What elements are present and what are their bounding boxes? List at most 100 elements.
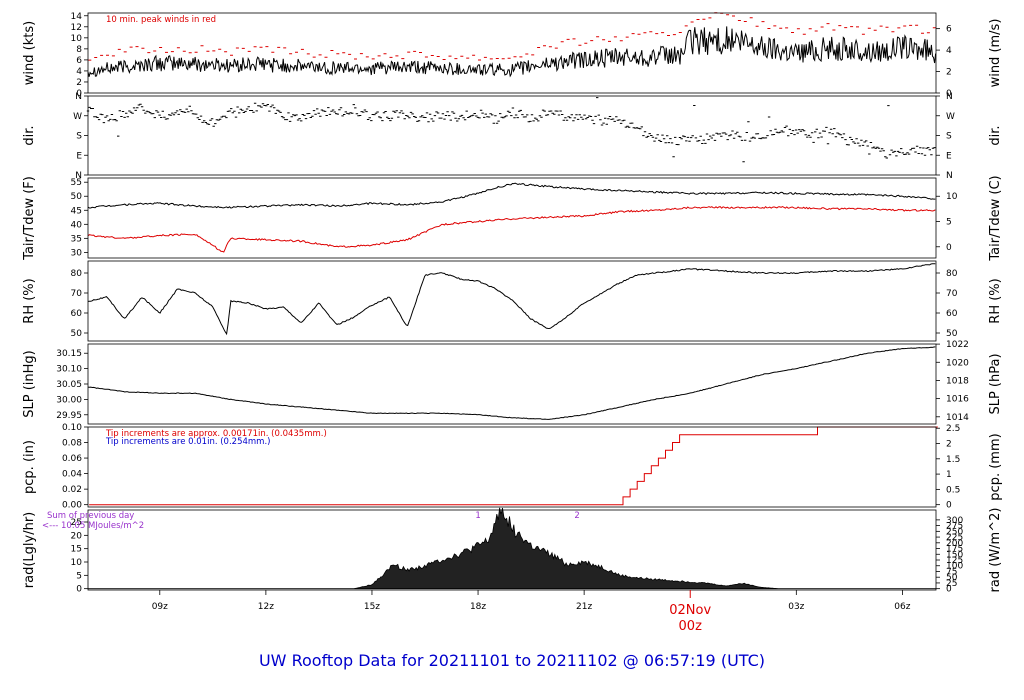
rh-ytick-right-label: 80: [946, 269, 958, 279]
wind-peak-marks: [88, 12, 936, 61]
wind-annotation: 10 min. peak winds in red: [106, 15, 216, 25]
pcp-ytick-right-label: 0: [946, 501, 952, 511]
pcp-ytick-right-label: 2.5: [946, 424, 960, 434]
rh-series-line: [87, 263, 936, 336]
date-marker-hour: 00z: [679, 619, 703, 634]
xtick-label: 12z: [258, 602, 274, 612]
rad-ylabel: rad(Lgly/hr): [22, 512, 37, 588]
panel-rad: 0510152025025507510012515017520022525027…: [22, 508, 1003, 595]
pcp-ytick-label: 0.08: [62, 439, 82, 449]
slp-ytick-right-label: 1014: [946, 413, 969, 423]
rad-ylabel-right: rad (W/m^2): [988, 508, 1003, 593]
dir-ylabel: dir.: [22, 125, 37, 145]
temp-air-line: [87, 182, 936, 209]
temp-ytick-label: 40: [71, 220, 83, 230]
rad-ytick-right-label: 125: [946, 556, 963, 566]
xtick-label: 21z: [576, 602, 592, 612]
panel-temp: 30 35 40 45 50 55 0 5 10 Tair/Tdew (F) Tair/Tdew (…: [22, 175, 1003, 261]
slp-ytick-label: 30.05: [56, 380, 82, 390]
temp-ytick-label: 35: [71, 234, 82, 244]
wind-ytick-label: 8: [76, 45, 82, 55]
pcp-ylabel: pcp. (in): [22, 440, 37, 494]
rad-ytick-right-label: 200: [946, 539, 963, 549]
wind-ylabel: wind (kts): [22, 21, 37, 85]
rad-ytick-label: 5: [76, 571, 82, 581]
slp-ytick-right-label: 1018: [946, 376, 969, 386]
rad-ytick-right-label: 150: [946, 550, 963, 560]
dir-ytick-label: N: [75, 171, 82, 181]
rad-ytick-label: 10: [71, 558, 83, 568]
dir-ytick-label: N: [75, 92, 82, 102]
pcp-ytick-label: 0.06: [62, 454, 82, 464]
dir-ytick-right-label: N: [946, 92, 953, 102]
wind-ytick-right-label: 2: [946, 68, 952, 78]
temp-dew-line: [87, 206, 936, 253]
wind-speed-line: [87, 26, 937, 78]
slp-ylabel-right: SLP (hPa): [988, 353, 1003, 414]
panel-rh: 50 60 70 80 50 60 70 80 RH (%) RH (%): [22, 260, 1003, 342]
rad-sum-value: <--- 10.05 MJoules/m^2: [42, 521, 144, 531]
rad-sum-annotation: Sum of previous day: [47, 511, 134, 521]
panel-slp: 29.95 30.00 30.05 30.10 30.15 1014 1016 1018 102…: [22, 340, 1003, 425]
wind-ytick-label: 0: [76, 89, 82, 99]
wind-ytick-label: 10: [71, 34, 83, 44]
pcp-ytick-label: 0.10: [62, 423, 82, 433]
rad-ytick-right-label: 100: [946, 562, 963, 572]
rh-ytick-label: 50: [71, 329, 83, 339]
temp-frame: [87, 177, 937, 259]
wind-ytick-right-label: 6: [946, 25, 952, 35]
rh-ytick-right-label: 60: [946, 309, 958, 319]
temp-ytick-label: 45: [71, 206, 82, 216]
pcp-ytick-label: 0.02: [62, 485, 82, 495]
wind-ytick-label: 6: [76, 56, 82, 66]
wind-direction-marks: [86, 97, 936, 163]
rad-ytick-right-label: 175: [946, 545, 963, 555]
rad-ytick-label: 25: [71, 518, 82, 528]
slp-ytick-label: 30.00: [56, 395, 82, 405]
dir-ytick-right-label: S: [946, 132, 952, 142]
wind-ytick-label: 2: [76, 78, 82, 88]
wind-ytick-label: 4: [76, 67, 82, 77]
date-marker-label: 02Nov: [669, 603, 711, 618]
rad-area: [88, 507, 936, 590]
rad-marker: 2: [574, 511, 579, 521]
rh-ytick-label: 60: [71, 309, 83, 319]
xtick-label: 15z: [364, 602, 380, 612]
slp-ytick-label: 30.15: [56, 349, 82, 359]
dir-ytick-label: S: [76, 132, 82, 142]
temp-ytick-right-label: 10: [946, 192, 958, 202]
slp-ytick-label: 29.95: [56, 411, 82, 421]
dir-ytick-right-label: W: [946, 112, 955, 122]
slp-frame: [87, 343, 937, 425]
slp-ytick-right-label: 1022: [946, 340, 969, 350]
wind-ytick-right-label: 4: [946, 46, 952, 56]
rad-ytick-right-label: 0: [946, 585, 952, 595]
slp-series-line: [87, 346, 936, 420]
panel-pcp: 0.00 0.02 0.04 0.06 0.08 0.10 0 0.5 1 1.5 2 2.5 pcp.…: [22, 423, 1003, 511]
temp-ytick-label: 55: [71, 178, 82, 188]
rh-ytick-right-label: 50: [946, 329, 958, 339]
pcp-frame: [87, 426, 937, 508]
dir-ytick-label: E: [76, 151, 82, 161]
pcp-series-line: [89, 426, 938, 506]
rad-ytick-right-label: 25: [946, 579, 957, 589]
chart-title: UW Rooftop Data for 20211101 to 20211102…: [259, 651, 765, 670]
rad-ytick-right-label: 300: [946, 516, 963, 526]
rad-ytick-right-label: 75: [946, 567, 957, 577]
temp-ytick-label: 30: [71, 248, 83, 258]
rad-ytick-right-label: 50: [946, 573, 958, 583]
rad-ytick-label: 0: [76, 585, 82, 595]
rh-ylabel: RH (%): [22, 278, 37, 323]
xtick-label: 06z: [894, 602, 910, 612]
temp-ytick-right-label: 5: [946, 218, 952, 228]
dir-ylabel-right: dir.: [988, 125, 1003, 145]
rad-ytick-label: 15: [71, 545, 82, 555]
xtick-label: 18z: [470, 602, 486, 612]
pcp-ytick-label: 0.04: [62, 470, 82, 480]
xtick-label: 03z: [788, 602, 804, 612]
